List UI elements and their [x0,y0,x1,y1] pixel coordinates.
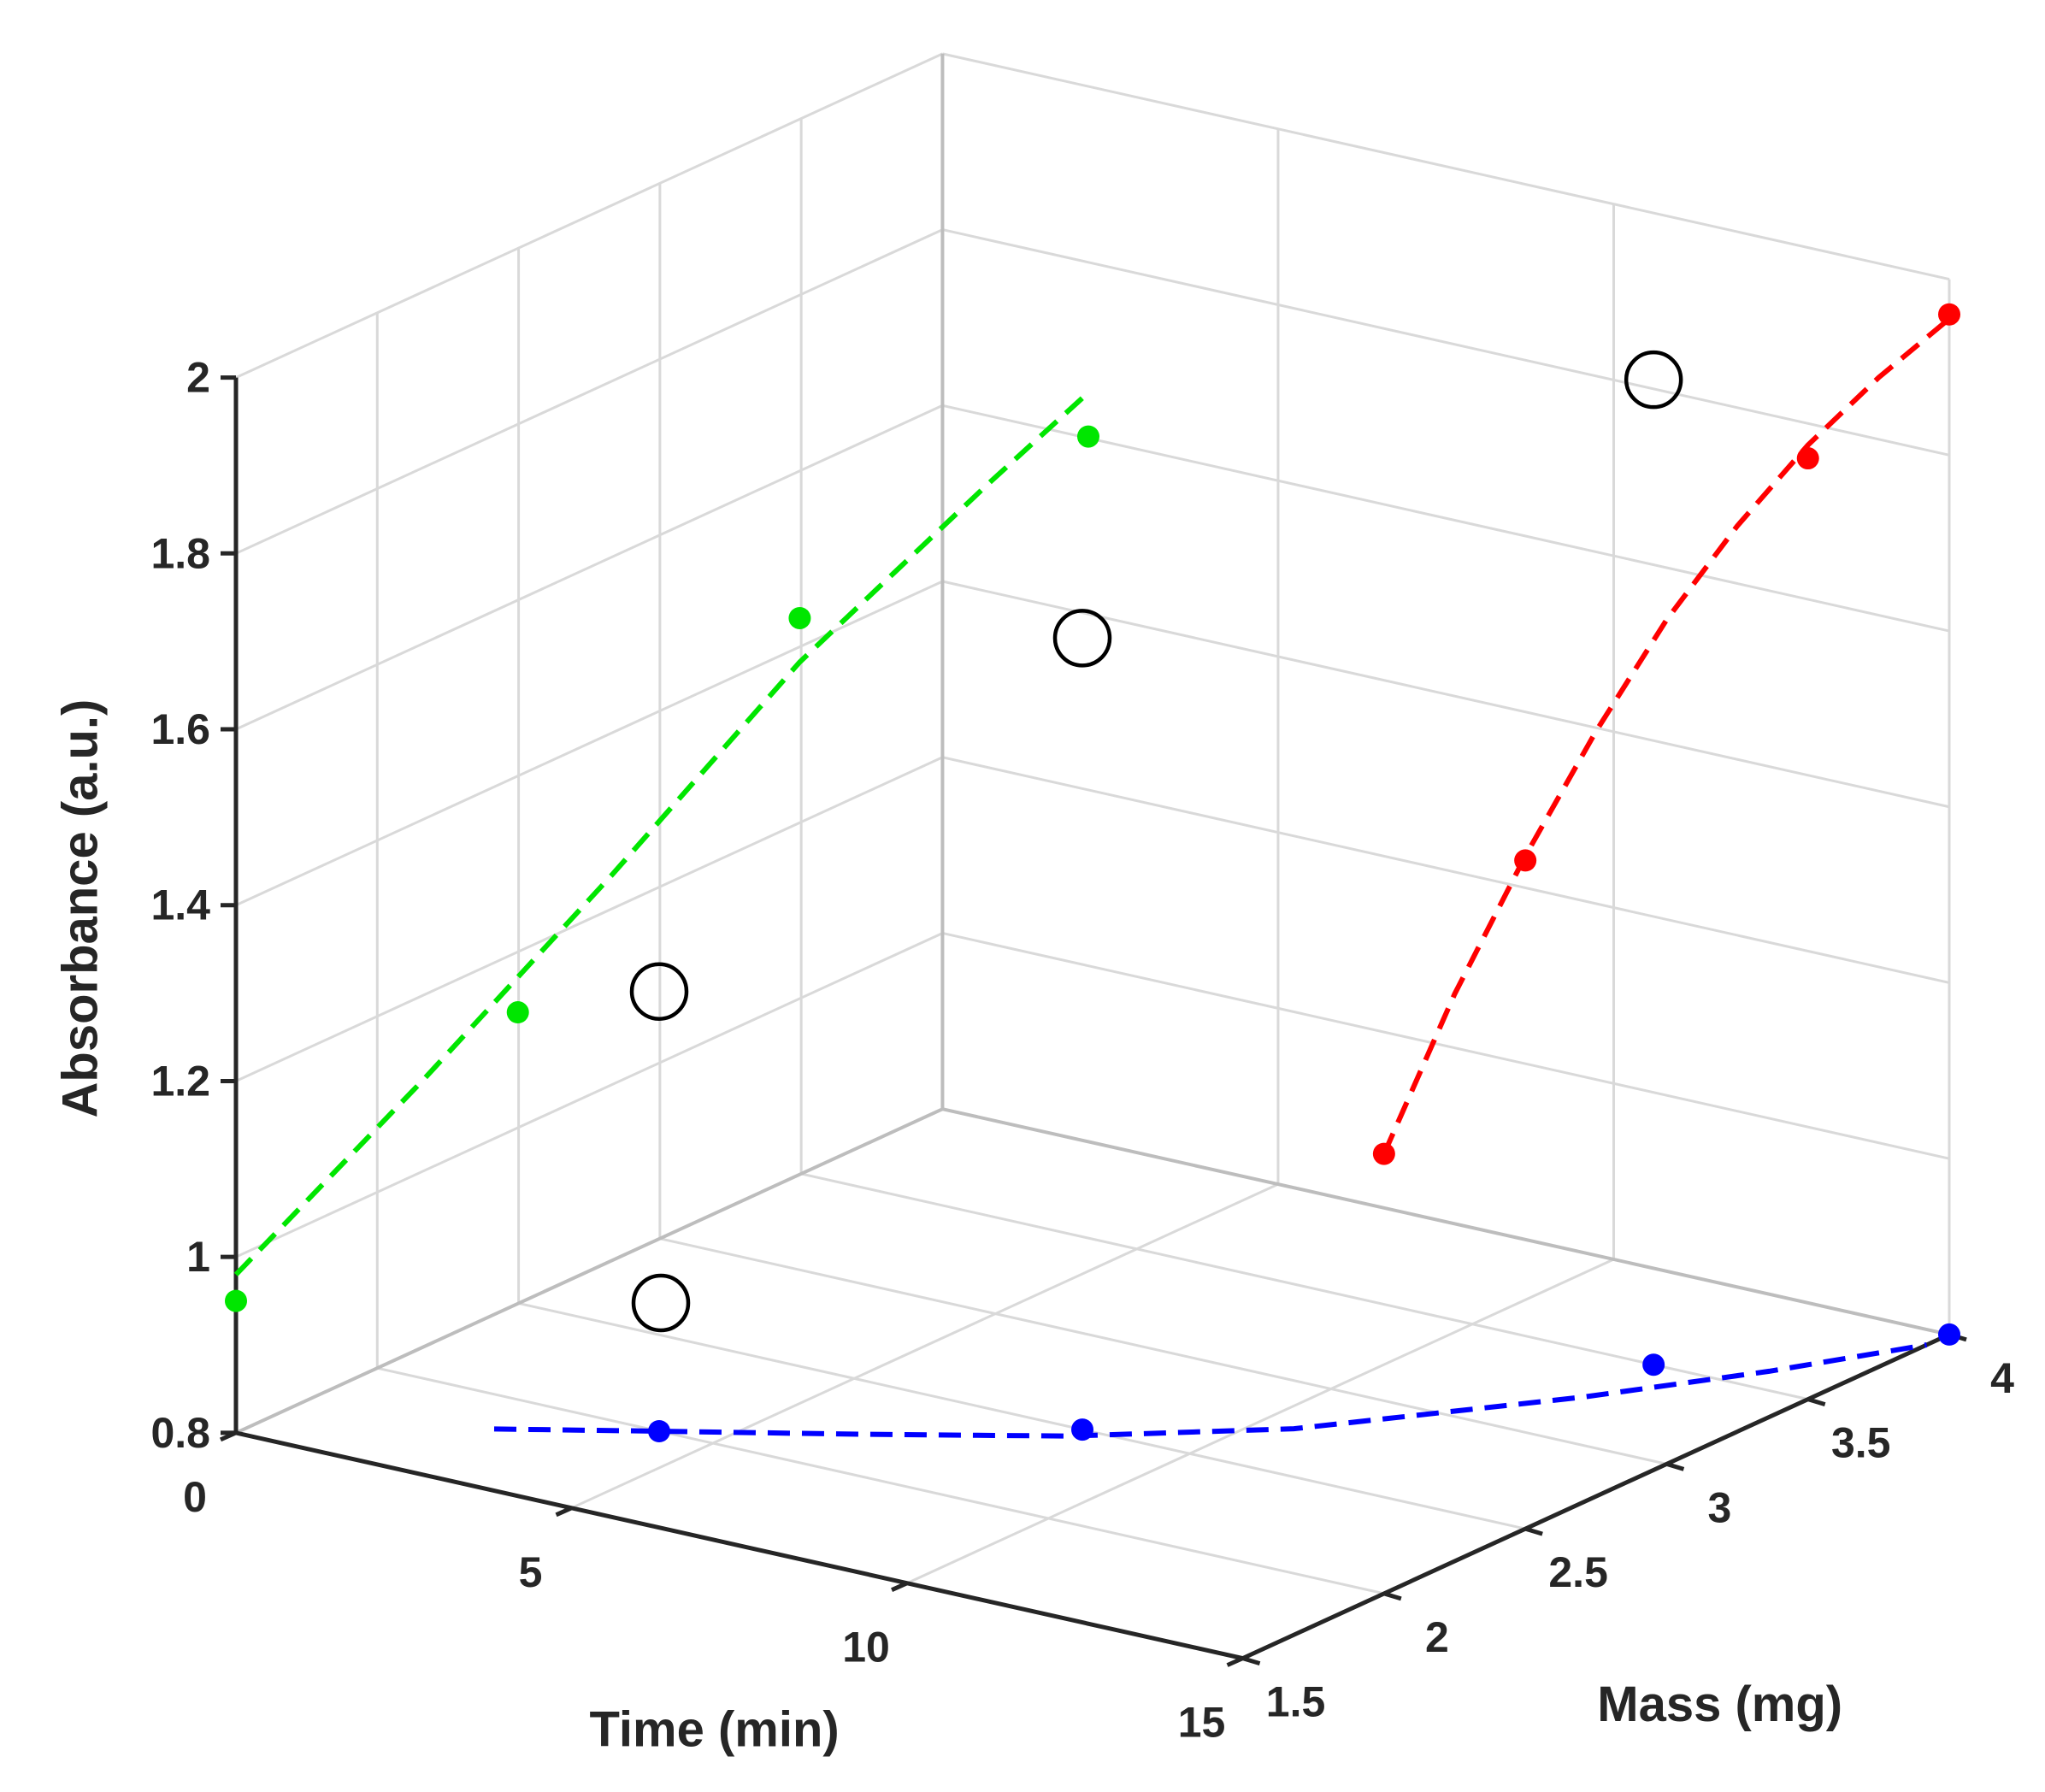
absorbance-vs-time-point [506,1001,529,1024]
box-edge [235,1107,944,1435]
z-tick-label: 1.4 [150,881,210,929]
y-axis-line [1241,1332,1951,1660]
mass-vs-time-point [1642,1353,1665,1376]
grid-line-rightwall-z [942,580,1950,809]
y-tick-label: 2.5 [1548,1548,1608,1596]
x-tick [1226,1656,1244,1667]
y-tick-label: 3.5 [1831,1419,1891,1467]
grid-line-floor-x [906,1258,1615,1585]
x-axis-title: Time (min) [590,1701,840,1757]
mass-vs-time-point [1071,1418,1094,1441]
y-tick-label: 3 [1708,1483,1732,1531]
z-tick-label: 1 [186,1233,210,1281]
absorbance-vs-mass-point [1372,1142,1395,1165]
x-tick [555,1506,573,1518]
axes-layer [219,375,1967,1667]
absorbance-vs-mass-point [1514,849,1537,872]
data-layer [224,303,1961,1442]
y-tick-label: 4 [1990,1354,2014,1402]
x-axis-line [235,1430,1244,1661]
z-axis-title: Absorbance (a.u.) [52,699,108,1118]
y-tick [1383,1591,1402,1601]
grid-line-floor-y [376,1366,1385,1595]
y-tick [1241,1656,1261,1666]
x-tick [219,1430,238,1442]
grid-line-backwall-z [235,756,944,1082]
grid-line-rightwall-z [942,228,1950,457]
grid-line-backwall-z [235,228,944,555]
x-tick-label: 0 [183,1473,207,1521]
measured-point-projection [631,1273,691,1333]
absorbance-vs-time-point [1077,425,1100,448]
grid-line-floor-y [659,1237,1667,1465]
absorbance-vs-time-point [224,1289,247,1312]
grid-line-backwall-z [235,404,944,731]
x-tick-label: 10 [842,1624,890,1671]
grid-line-backwall-z [235,52,944,379]
y-tick [1665,1461,1685,1471]
z-tick-label: 1.6 [150,705,210,753]
grid-line-backwall-z [235,580,944,907]
absorbance-vs-mass-point [1796,447,1819,470]
z-tick-label: 1.2 [150,1057,210,1105]
y-tick [1524,1526,1543,1536]
grid-line-floor-y [518,1301,1526,1530]
labels-layer: 0.8 1 1.2 1.4 1.6 1.8 2 0 5 10 15 1.5 2 2.5 3 3.5 4 Time … [52,354,2014,1758]
measured-point [629,962,689,1021]
absorbance-vs-mass-point [1938,303,1961,326]
mass-vs-time-point [648,1419,671,1442]
absorbance-vs-time-point [788,606,811,629]
grid-line-rightwall-z [942,931,1950,1160]
measured-point [1052,609,1112,668]
absorbance-vs-mass-fit-line [1382,316,1951,1155]
x-tick [891,1581,909,1592]
grid-line-rightwall-z [942,52,1950,281]
y-axis-title: Mass (mg) [1597,1677,1842,1732]
grid-line-floor-x [570,1182,1279,1510]
x-tick-label: 5 [519,1548,543,1596]
y-tick-label: 1.5 [1266,1678,1326,1726]
box-edge [942,1107,1950,1336]
z-tick-label: 0.8 [150,1409,210,1457]
z-tick-label: 1.8 [150,529,210,577]
y-tick [1807,1397,1826,1407]
grid-line-floor-y [800,1172,1809,1401]
grid-layer [234,52,1951,1660]
grid-line-rightwall-z [942,756,1950,984]
mass-vs-time-fit-line [493,1342,1928,1439]
x-tick-label: 15 [1178,1699,1226,1747]
z-tick-label: 2 [186,354,210,402]
grid-line-rightwall-z [942,404,1950,633]
absorbance-vs-time-fit-line [233,390,1091,1276]
measured-point [1624,350,1683,410]
y-tick-label: 2 [1425,1613,1449,1661]
mass-vs-time-point [1938,1323,1961,1346]
grid-line-backwall-z [235,932,944,1259]
